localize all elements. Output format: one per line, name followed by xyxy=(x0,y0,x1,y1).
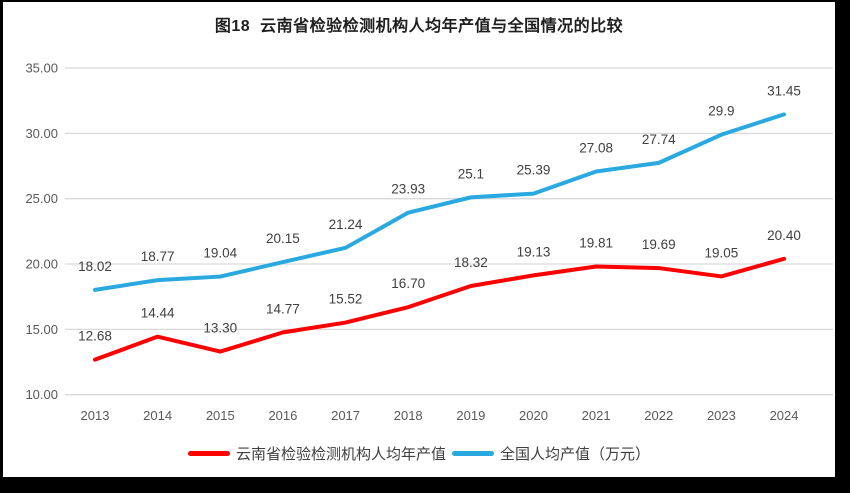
x-tick-label: 2021 xyxy=(582,408,611,423)
x-tick-label: 2018 xyxy=(394,408,423,423)
legend: 云南省检验检测机构人均年产值 全国人均产值（万元） xyxy=(3,443,835,464)
data-label-yunnan: 18.32 xyxy=(454,255,488,270)
data-label-yunnan: 20.40 xyxy=(767,228,801,243)
data-label-national: 19.04 xyxy=(203,246,237,261)
x-tick-label: 2013 xyxy=(81,408,110,423)
y-tick-label: 35.00 xyxy=(25,61,58,76)
data-label-yunnan: 15.52 xyxy=(329,292,363,307)
data-label-national: 18.77 xyxy=(141,249,175,264)
chart-canvas: 图18 云南省检验检测机构人均年产值与全国情况的比较 10.00 15.00 20.… xyxy=(3,2,835,477)
x-tick-label: 2016 xyxy=(268,408,297,423)
data-label-national: 21.24 xyxy=(329,217,363,232)
data-label-national: 25.1 xyxy=(458,166,484,181)
data-label-national: 23.93 xyxy=(391,182,425,197)
series-data-labels-yunnan: 12.68 14.44 13.30 14.77 15.52 16.70 18.32 19.13… xyxy=(78,228,801,344)
x-tick-label: 2017 xyxy=(331,408,360,423)
data-label-national: 27.08 xyxy=(579,140,613,155)
x-tick-label: 2020 xyxy=(519,408,548,423)
y-tick-label: 10.00 xyxy=(25,387,58,402)
legend-line-swatch-yunnan xyxy=(187,451,230,456)
chart-title: 图18 云南省检验检测机构人均年产值与全国情况的比较 xyxy=(214,18,624,35)
y-tick-label: 20.00 xyxy=(25,257,58,272)
gridlines xyxy=(65,67,833,396)
series-data-labels-national: 18.02 18.77 19.04 20.15 21.24 23.93 25.1 25.39 2… xyxy=(78,83,801,274)
x-tick-label: 2022 xyxy=(644,408,673,423)
data-label-yunnan: 14.77 xyxy=(266,301,300,316)
x-tick-label: 2019 xyxy=(456,408,485,423)
data-label-national: 25.39 xyxy=(517,163,551,178)
legend-item-yunnan: 云南省检验检测机构人均年产值 xyxy=(187,443,446,464)
data-label-yunnan: 19.81 xyxy=(579,236,613,251)
data-label-national: 31.45 xyxy=(767,83,801,98)
data-label-national: 18.02 xyxy=(78,259,112,274)
y-axis-tick-labels: 10.00 15.00 20.00 25.00 30.00 35.00 xyxy=(25,61,58,403)
series-line-national xyxy=(93,112,787,292)
data-label-yunnan: 13.30 xyxy=(203,321,237,336)
data-label-yunnan: 19.69 xyxy=(642,237,676,252)
data-label-national: 27.74 xyxy=(642,132,676,147)
y-tick-label: 30.00 xyxy=(25,126,58,141)
data-label-yunnan: 16.70 xyxy=(391,276,425,291)
data-label-national: 29.9 xyxy=(708,104,734,119)
y-tick-label: 15.00 xyxy=(25,322,58,337)
legend-label-yunnan: 云南省检验检测机构人均年产值 xyxy=(235,446,446,463)
series-line-yunnan xyxy=(93,256,787,362)
x-tick-label: 2014 xyxy=(143,408,172,423)
data-label-yunnan: 19.13 xyxy=(517,244,551,259)
data-label-national: 20.15 xyxy=(266,231,300,246)
x-tick-label: 2023 xyxy=(707,408,736,423)
legend-line-swatch-national xyxy=(452,451,494,456)
legend-label-national: 全国人均产值（万元） xyxy=(500,446,651,463)
data-label-yunnan: 19.05 xyxy=(705,245,739,260)
y-tick-label: 25.00 xyxy=(25,191,58,206)
data-label-yunnan: 14.44 xyxy=(141,306,175,321)
x-tick-label: 2024 xyxy=(770,408,799,423)
legend-item-national: 全国人均产值（万元） xyxy=(452,443,650,464)
x-tick-label: 2015 xyxy=(206,408,235,423)
x-axis-tick-labels: 2013 2014 2015 2016 2017 2018 2019 2020 2021 2022… xyxy=(81,408,799,423)
data-label-yunnan: 12.68 xyxy=(78,329,112,344)
